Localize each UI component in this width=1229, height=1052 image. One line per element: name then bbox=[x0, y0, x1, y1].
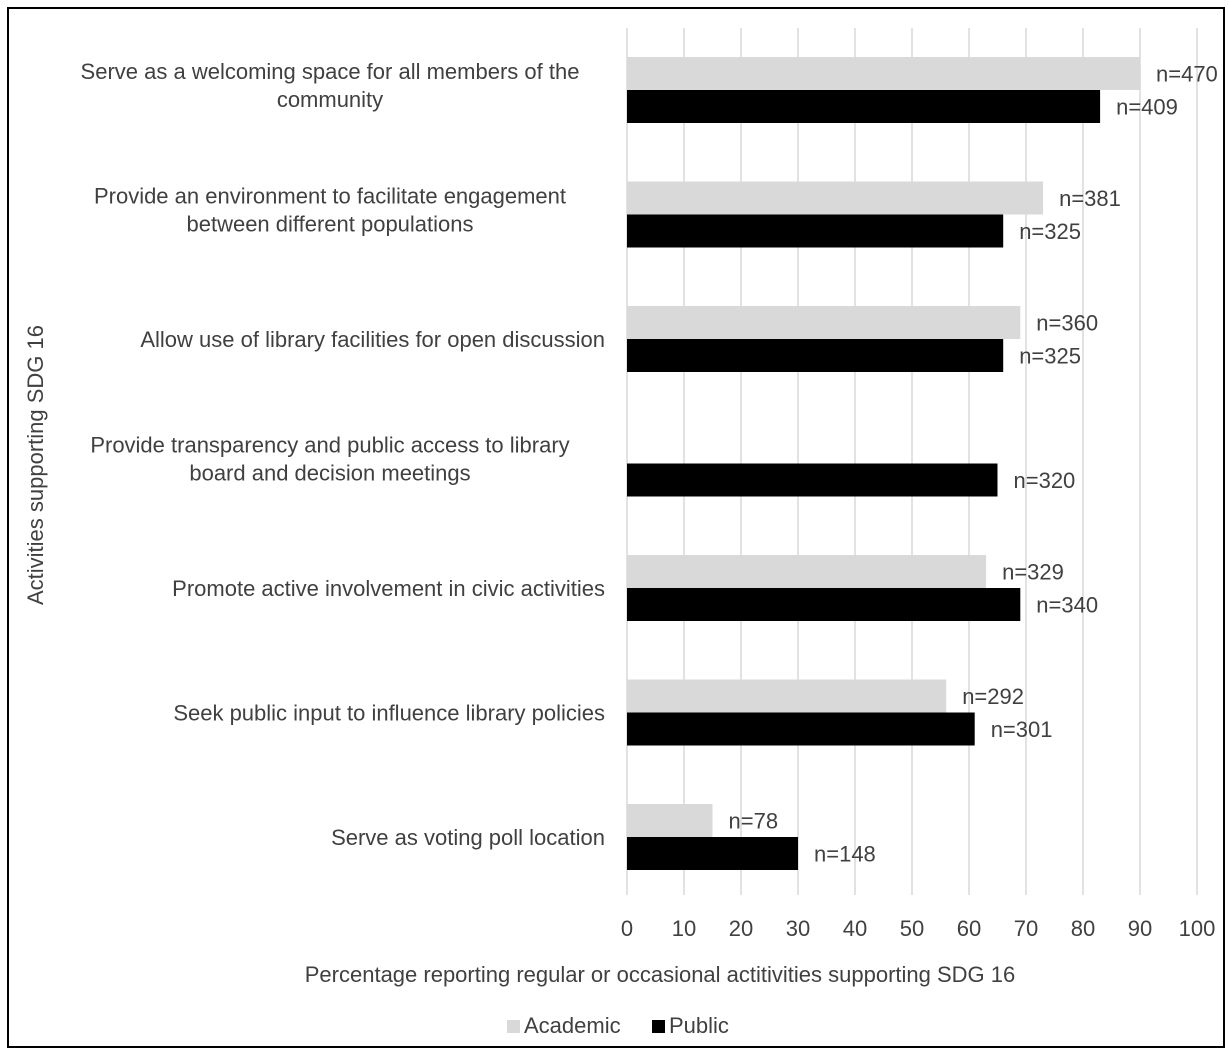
category-label-line: Seek public input to influence library p… bbox=[173, 701, 605, 726]
data-label: n=329 bbox=[1002, 560, 1064, 585]
x-tick-label: 40 bbox=[843, 916, 867, 941]
category-label-line: board and decision meetings bbox=[189, 461, 470, 486]
data-label: n=409 bbox=[1116, 95, 1178, 120]
category-label-line: Provide an environment to facilitate eng… bbox=[94, 184, 566, 209]
data-label: n=320 bbox=[1014, 468, 1076, 493]
bar-public bbox=[627, 214, 1004, 248]
data-label: n=78 bbox=[729, 809, 779, 834]
x-tick-label: 30 bbox=[786, 916, 810, 941]
category-label: Allow use of library facilities for open… bbox=[140, 327, 605, 352]
x-tick-label: 0 bbox=[621, 916, 633, 941]
legend-label-academic: Academic bbox=[524, 1013, 621, 1038]
bar-academic bbox=[627, 181, 1044, 215]
data-label: n=148 bbox=[814, 842, 876, 867]
data-label: n=292 bbox=[962, 684, 1024, 709]
bar-academic bbox=[627, 57, 1140, 90]
data-label: n=470 bbox=[1156, 62, 1218, 87]
bar-academic bbox=[627, 679, 947, 713]
y-axis-title: Activities supporting SDG 16 bbox=[23, 325, 48, 605]
category-label-line: between different populations bbox=[186, 212, 473, 237]
legend-label-public: Public bbox=[669, 1013, 729, 1038]
bar-public bbox=[627, 90, 1101, 123]
data-label: n=325 bbox=[1019, 344, 1081, 369]
bar-public bbox=[627, 588, 1021, 621]
category-label: Serve as voting poll location bbox=[331, 825, 605, 850]
x-tick-label: 50 bbox=[900, 916, 924, 941]
x-tick-label: 60 bbox=[957, 916, 981, 941]
data-label: n=325 bbox=[1019, 219, 1081, 244]
category-label: Seek public input to influence library p… bbox=[173, 701, 605, 726]
legend-swatch-public bbox=[652, 1020, 665, 1033]
bar-academic bbox=[627, 804, 713, 837]
category-label: Provide transparency and public access t… bbox=[90, 433, 569, 486]
bar-public bbox=[627, 339, 1004, 372]
x-tick-label: 70 bbox=[1014, 916, 1038, 941]
category-label-line: Serve as voting poll location bbox=[331, 825, 605, 850]
bar-public bbox=[627, 712, 975, 746]
x-tick-label: 90 bbox=[1128, 916, 1152, 941]
category-label-line: community bbox=[277, 87, 383, 112]
data-label: n=301 bbox=[991, 717, 1053, 742]
category-label-line: Serve as a welcoming space for all membe… bbox=[81, 59, 580, 84]
bar-academic bbox=[627, 306, 1021, 339]
legend-swatch-academic bbox=[507, 1020, 520, 1033]
bar-public bbox=[627, 837, 798, 870]
category-label: Promote active involvement in civic acti… bbox=[172, 576, 605, 601]
category-label-line: Provide transparency and public access t… bbox=[90, 433, 569, 458]
x-tick-label: 80 bbox=[1071, 916, 1095, 941]
bar-public bbox=[627, 463, 998, 497]
category-label: Serve as a welcoming space for all membe… bbox=[81, 59, 580, 112]
x-tick-label: 10 bbox=[672, 916, 696, 941]
data-label: n=340 bbox=[1036, 593, 1098, 618]
x-tick-label: 20 bbox=[729, 916, 753, 941]
data-label: n=381 bbox=[1059, 186, 1121, 211]
x-axis-title: Percentage reporting regular or occasion… bbox=[305, 962, 1016, 987]
category-label-line: Allow use of library facilities for open… bbox=[140, 327, 605, 352]
data-label: n=360 bbox=[1036, 311, 1098, 336]
x-tick-label: 100 bbox=[1179, 916, 1216, 941]
category-label-line: Promote active involvement in civic acti… bbox=[172, 576, 605, 601]
category-label: Provide an environment to facilitate eng… bbox=[94, 184, 566, 237]
chart-frame bbox=[7, 7, 1225, 1048]
bar-academic bbox=[627, 555, 987, 588]
